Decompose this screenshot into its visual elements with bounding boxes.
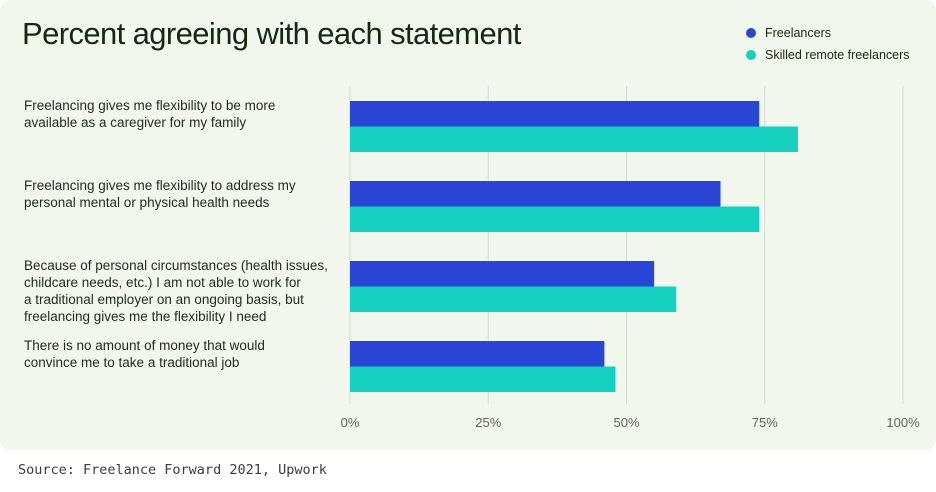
legend-item-freelancers: Freelancers bbox=[746, 22, 910, 44]
bar-freelancers-2 bbox=[350, 261, 655, 287]
chart-legend: Freelancers Skilled remote freelancers bbox=[746, 22, 910, 66]
bar-skilled-remote-1 bbox=[350, 206, 760, 232]
chart-title: Percent agreeing with each statement bbox=[22, 16, 521, 51]
bar-skilled-remote-2 bbox=[350, 286, 677, 312]
bar-freelancers-1 bbox=[350, 181, 721, 207]
x-tick-label-25: 25% bbox=[475, 415, 501, 430]
legend-swatch-skilled-remote bbox=[746, 50, 756, 60]
bar-chart: 0% 25% 50% 75% 100% bbox=[341, 86, 920, 430]
category-label-personal-circumstances: Because of personal circumstances (healt… bbox=[24, 258, 328, 324]
source-note: Source: Freelance Forward 2021, Upwork bbox=[18, 462, 327, 478]
x-tick-label-0: 0% bbox=[341, 415, 360, 430]
category-label-caregiver: Freelancing gives me flexibility to be m… bbox=[24, 98, 276, 130]
bar-skilled-remote-3 bbox=[350, 366, 616, 392]
x-tick-label-75: 75% bbox=[752, 415, 778, 430]
x-tick-label-50: 50% bbox=[613, 415, 639, 430]
x-tick-label-100: 100% bbox=[886, 415, 920, 430]
legend-swatch-freelancers bbox=[746, 28, 756, 38]
bar-freelancers-0 bbox=[350, 101, 760, 127]
category-label-health-needs: Freelancing gives me flexibility to addr… bbox=[24, 178, 296, 210]
legend-item-skilled-remote: Skilled remote freelancers bbox=[746, 44, 910, 66]
legend-label-skilled-remote: Skilled remote freelancers bbox=[765, 48, 910, 62]
category-label-no-amount-of-money: There is no amount of money that would c… bbox=[24, 338, 265, 370]
bar-freelancers-3 bbox=[350, 341, 605, 367]
legend-label-freelancers: Freelancers bbox=[765, 26, 831, 40]
bar-skilled-remote-0 bbox=[350, 126, 798, 152]
